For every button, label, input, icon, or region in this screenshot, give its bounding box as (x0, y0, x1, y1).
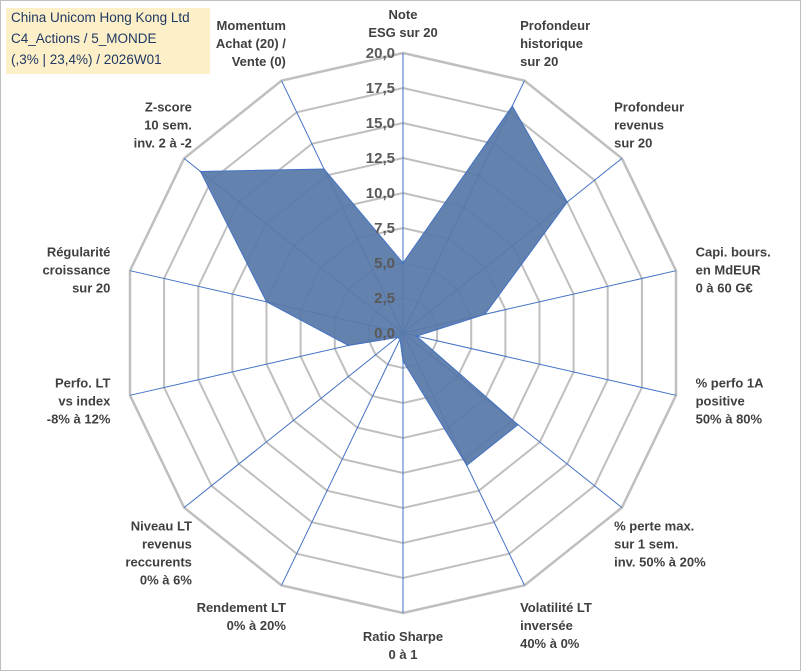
category-label-line: vs index (58, 393, 111, 408)
tick-label: 5,0 (374, 255, 395, 272)
category-label-line: inv. 2 à -2 (134, 136, 192, 151)
category-label: Rendement LT 0% à 20% (197, 600, 287, 633)
data-point (511, 105, 514, 107)
category-label: Volatilité LT inversée 40% à 0% (520, 600, 592, 651)
category-label: Z-score 10 sem. inv. 2 à -2 (134, 100, 192, 151)
tick-label: 20,0 (366, 45, 395, 62)
category-label: % perte max. sur 1 sem. inv. 50% à 20% (614, 518, 706, 569)
data-point (199, 170, 202, 173)
category-label-line: % perte max. (614, 518, 694, 533)
category-label: Ratio Sharpe 0 à 1 (363, 629, 443, 662)
category-label-line: Perfo. LT (55, 375, 110, 390)
category-label-line: positive (696, 393, 745, 408)
info-box: China Unicom Hong Kong Ltd C4_Actions / … (6, 8, 210, 74)
category-label: Note ESG sur 20 (368, 7, 437, 40)
tick-label: 0,0 (374, 325, 395, 342)
category-label-line: Note (389, 7, 418, 22)
category-label-line: 40% à 0% (520, 636, 580, 651)
category-label-line: reccurents (125, 554, 191, 569)
data-point (566, 201, 568, 203)
tick-label: 12,5 (366, 150, 395, 167)
category-label-line: ESG sur 20 (368, 25, 437, 40)
category-label-line: Ratio Sharpe (363, 629, 443, 644)
category-label-line: sur 20 (614, 136, 652, 151)
category-label-line: Vente (0) (232, 54, 286, 69)
category-label-line: 0 à 1 (389, 647, 418, 662)
tick-label: 15,0 (366, 115, 395, 132)
category-label-line: Rendement LT (197, 600, 286, 615)
category-label-line: Volatilité LT (520, 600, 592, 615)
category-path: C4_Actions / 5_MONDE (11, 31, 157, 46)
tick-label: 2,5 (374, 290, 395, 307)
category-label-line: croissance (42, 263, 110, 278)
category-label-line: historique (520, 36, 583, 51)
category-label: Capi. bours. en MdEUR 0 à 60 G€ (696, 245, 771, 296)
data-point (402, 360, 404, 362)
category-label-line: Capi. bours. (696, 245, 771, 260)
category-label-line: sur 1 sem. (614, 536, 678, 551)
spoke (281, 332, 404, 586)
category-label-line: sur 20 (72, 281, 110, 296)
data-point (396, 336, 399, 339)
category-label-line: Profondeur (614, 100, 684, 115)
category-label-line: % perfo 1A (696, 375, 765, 390)
category-label-line: 50% à 80% (696, 411, 763, 426)
category-label: Niveau LT revenus reccurents 0% à 6% (125, 518, 192, 587)
category-label-line: 0% à 20% (227, 618, 287, 633)
data-point (399, 338, 401, 341)
data-point (517, 423, 519, 426)
company-name: China Unicom Hong Kong Ltd (11, 10, 190, 25)
category-label-line: Niveau LT (131, 518, 192, 533)
spoke (402, 332, 677, 396)
category-label-line: en MdEUR (696, 263, 762, 278)
tick-labels: 0,0 2,5 5,0 7,5 10,0 12,5 15,0 17,5 20,0 (366, 45, 395, 342)
tick-label: 7,5 (374, 220, 395, 237)
category-label-line: Momentum (217, 18, 286, 33)
category-label: Perfo. LT vs index -8% à 12% (47, 375, 111, 426)
data-point (484, 313, 486, 316)
data-point (265, 301, 268, 303)
category-label: Profondeur revenus sur 20 (614, 100, 684, 151)
data-point (347, 344, 350, 347)
category-label: Profondeur historique sur 20 (520, 18, 590, 69)
period-summary: (,3% | 23,4%) / 2026W01 (11, 52, 162, 67)
category-label-line: 0 à 60 G€ (696, 281, 753, 296)
category-label: % perfo 1A positive 50% à 80% (696, 375, 765, 426)
category-label-line: revenus (142, 536, 192, 551)
category-label-line: inv. 50% à 20% (614, 554, 706, 569)
category-label-line: Achat (20) / (216, 36, 286, 51)
category-label: Régularité croissance sur 20 (42, 245, 110, 296)
category-label-line: Régularité (47, 245, 111, 260)
series-layer (199, 105, 568, 467)
category-label: Momentum Achat (20) / Vente (0) (216, 18, 286, 69)
data-point (323, 168, 325, 170)
category-label-line: sur 20 (520, 54, 558, 69)
tick-label: 10,0 (366, 185, 395, 202)
category-label-line: revenus (614, 118, 664, 133)
category-label-line: 10 sem. (144, 118, 192, 133)
category-label-line: Z-score (145, 100, 192, 115)
category-label-line: inversée (520, 618, 573, 633)
data-point (415, 335, 418, 337)
spoke (183, 332, 404, 508)
category-labels: Note ESG sur 20 Profondeur historique sur 20… (42, 7, 770, 662)
tick-label: 17,5 (366, 80, 395, 97)
data-point (466, 464, 468, 467)
category-label-line: -8% à 12% (47, 411, 111, 426)
category-label-line: 0% à 6% (140, 572, 192, 587)
data-point (402, 262, 404, 264)
category-label-line: Profondeur (520, 18, 590, 33)
